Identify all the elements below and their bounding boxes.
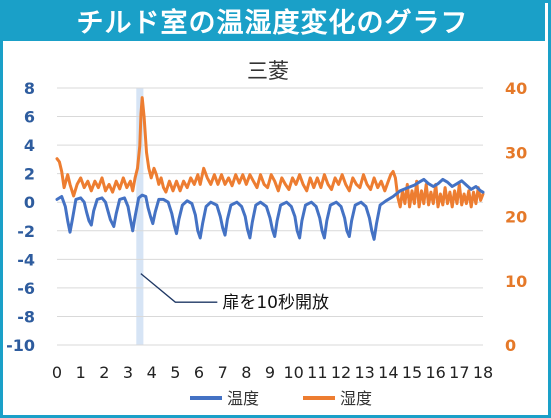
series-line-humidity xyxy=(55,96,485,209)
y-left-tick-label: -2 xyxy=(17,222,35,241)
x-tick-label: 17 xyxy=(449,363,469,382)
x-tick-label: 15 xyxy=(402,363,422,382)
legend: 温度 湿度 xyxy=(190,389,372,408)
x-tick-label: 18 xyxy=(473,363,493,382)
x-tick-label: 5 xyxy=(170,363,180,382)
x-tick-label: 9 xyxy=(265,363,275,382)
x-tick-label: 0 xyxy=(52,363,62,382)
page-title: チルド室の温湿度変化のグラフ xyxy=(76,8,469,39)
y-right-tick-label: 10 xyxy=(505,272,527,291)
y-left-tick-label: 0 xyxy=(24,193,35,212)
y-left-tick-label: -10 xyxy=(6,336,35,355)
y-left-tick-label: 2 xyxy=(24,165,35,184)
y-left-tick-label: -6 xyxy=(17,279,35,298)
y-right-tick-label: 40 xyxy=(505,79,527,98)
series-line-temperature xyxy=(55,177,485,241)
x-tick-label: 7 xyxy=(218,363,228,382)
x-tick-label: 11 xyxy=(307,363,327,382)
x-tick-label: 2 xyxy=(99,363,109,382)
legend-label-humidity: 湿度 xyxy=(340,389,372,408)
x-tick-label: 3 xyxy=(123,363,133,382)
door-open-band xyxy=(136,88,144,345)
x-tick-label: 16 xyxy=(425,363,445,382)
x-tick-label: 8 xyxy=(241,363,251,382)
y-left-tick-label: 4 xyxy=(24,136,35,155)
x-tick-label: 14 xyxy=(378,363,398,382)
annotation-leader-line xyxy=(140,273,218,303)
legend-label-temperature: 温度 xyxy=(227,389,259,408)
y-left-tick-label: 8 xyxy=(24,79,35,98)
title-banner: チルド室の温湿度変化のグラフ xyxy=(0,0,545,41)
y-left-tick-label: -8 xyxy=(17,307,35,326)
annotation-label: 扉を10秒開放 xyxy=(222,293,329,313)
y-right-tick-label: 0 xyxy=(505,336,516,355)
y-left-tick-label: -4 xyxy=(17,250,35,269)
x-tick-label: 1 xyxy=(76,363,86,382)
y-right-tick-label: 30 xyxy=(505,143,527,162)
chart-title: 三菱 xyxy=(247,59,289,83)
x-tick-label: 10 xyxy=(283,363,303,382)
x-tick-label: 6 xyxy=(194,363,204,382)
x-tick-label: 13 xyxy=(354,363,374,382)
y-right-tick-label: 20 xyxy=(505,208,527,227)
y-left-tick-label: 6 xyxy=(24,108,35,127)
x-tick-label: 12 xyxy=(331,363,351,382)
x-tick-label: 4 xyxy=(147,363,157,382)
